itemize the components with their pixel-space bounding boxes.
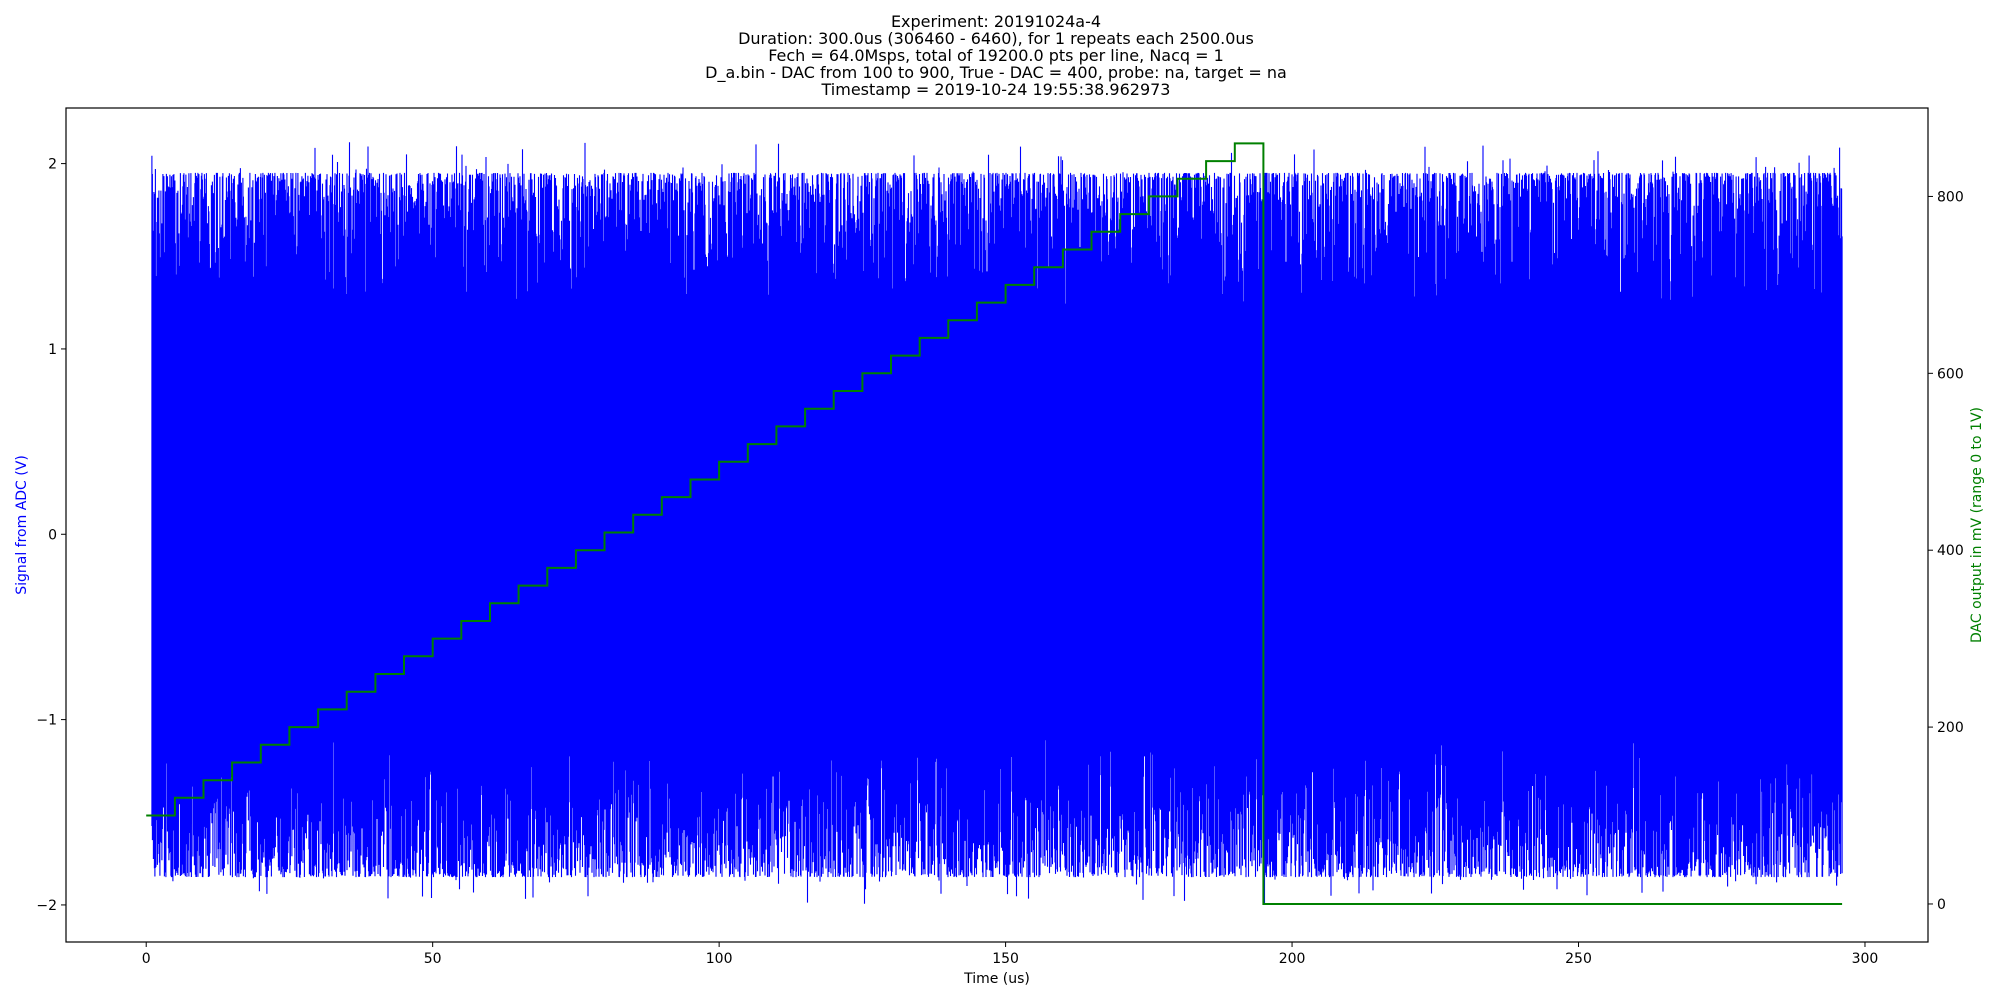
y-axis-left-title: Signal from ADC (V) — [14, 455, 30, 595]
chart-title: Experiment: 20191024a-4 Duration: 300.0u… — [705, 12, 1287, 99]
y-axis-right-title: DAC output in mV (range 0 to 1V) — [1969, 407, 1985, 643]
x-tick-label: 100 — [706, 951, 733, 967]
title-line-5: Timestamp = 2019-10-24 19:55:38.962973 — [821, 80, 1171, 99]
x-tick-label: 150 — [992, 951, 1019, 967]
x-axis: 0 50 100 150 200 250 300 — [142, 942, 1879, 967]
adc-signal-series — [151, 142, 1843, 905]
y-right-tick-label: 800 — [1937, 189, 1964, 205]
title-line-1: Experiment: 20191024a-4 — [891, 12, 1101, 31]
y-left-tick-label: −2 — [36, 898, 57, 914]
y-right-tick-label: 200 — [1937, 720, 1964, 736]
y-right-tick-label: 600 — [1937, 366, 1964, 382]
x-axis-title: Time (us) — [963, 971, 1030, 987]
y-left-tick-label: 1 — [48, 342, 57, 358]
y-left-tick-label: −1 — [36, 713, 57, 729]
title-line-4: D_a.bin - DAC from 100 to 900, True - DA… — [705, 63, 1287, 83]
dac-output-line — [146, 142, 1843, 905]
x-tick-label: 50 — [424, 951, 442, 967]
dac-output-series — [146, 142, 1843, 905]
x-tick-label: 200 — [1279, 951, 1306, 967]
adc-signal-line — [151, 142, 1843, 905]
y-axis-left: −2 −1 0 1 2 — [36, 157, 66, 914]
y-left-tick-label: 0 — [48, 527, 57, 543]
x-tick-label: 0 — [142, 951, 151, 967]
y-left-tick-label: 2 — [48, 157, 57, 173]
title-line-2: Duration: 300.0us (306460 - 6460), for 1… — [738, 29, 1254, 48]
y-axis-right: 0 200 400 600 800 — [1928, 189, 1964, 913]
plot-frame — [65, 107, 1929, 943]
y-right-tick-label: 0 — [1937, 897, 1946, 913]
title-line-3: Fech = 64.0Msps, total of 19200.0 pts pe… — [768, 46, 1224, 65]
x-tick-label: 250 — [1565, 951, 1592, 967]
y-right-tick-label: 400 — [1937, 543, 1964, 559]
x-tick-label: 300 — [1852, 951, 1879, 967]
